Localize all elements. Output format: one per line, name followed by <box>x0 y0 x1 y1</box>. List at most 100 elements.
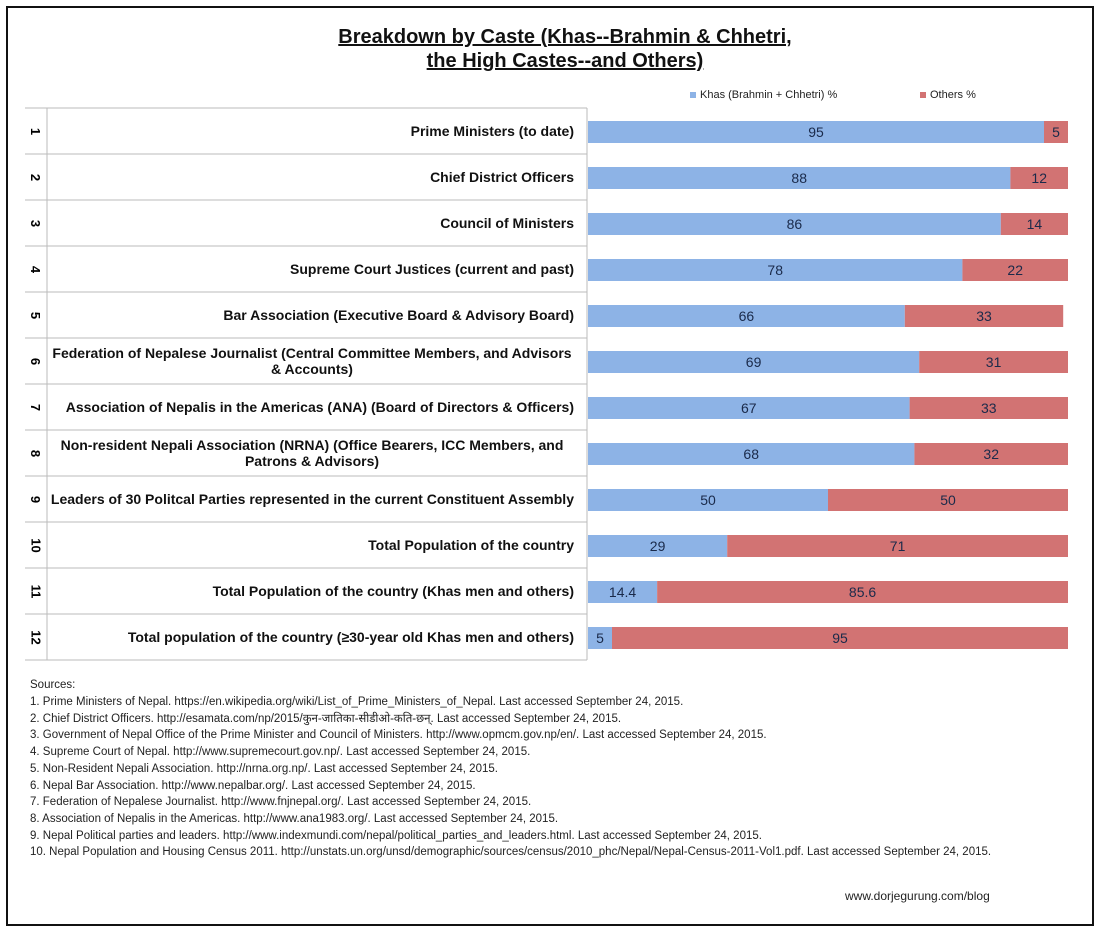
source-item: 9. Nepal Political parties and leaders. … <box>30 829 762 842</box>
legend-item: Others % <box>920 89 976 101</box>
category-label: Bar Association (Executive Board & Advis… <box>50 292 574 338</box>
bar-segment <box>1000 213 1068 235</box>
category-label-text: Leaders of 30 Politcal Parties represent… <box>50 491 574 507</box>
bar-segment <box>588 489 828 511</box>
row-number-text: 5 <box>28 311 44 319</box>
category-label: Supreme Court Justices (current and past… <box>50 246 574 292</box>
source-item: 6. Nepal Bar Association. http://www.nep… <box>30 779 476 792</box>
category-label-text: Non-resident Nepali Association (NRNA) (… <box>60 437 564 469</box>
category-label-text: Bar Association (Executive Board & Advis… <box>223 307 574 323</box>
value-label: 31 <box>986 354 1002 370</box>
row-number-text: 12 <box>28 629 44 645</box>
row-number-text: 2 <box>28 173 44 181</box>
bar-segment <box>962 259 1068 281</box>
row-number: 12 <box>25 614 47 660</box>
bar-segment <box>828 489 1068 511</box>
bar-segment <box>588 259 963 281</box>
legend-label: Khas (Brahmin + Chhetri) % <box>700 89 838 101</box>
category-label: Prime Ministers (to date) <box>50 108 574 154</box>
bar-segment <box>727 535 1068 557</box>
bar-segment <box>1010 167 1068 189</box>
value-label: 88 <box>791 170 807 186</box>
source-item: 7. Federation of Nepalese Journalist. ht… <box>30 796 532 809</box>
value-label: 5 <box>1052 124 1060 140</box>
value-label: 95 <box>832 630 848 646</box>
row-number-text: 9 <box>28 495 44 503</box>
value-label: 71 <box>890 538 906 554</box>
frame <box>6 6 1094 926</box>
bar-segment <box>588 213 1001 235</box>
category-label: Association of Nepalis in the Americas (… <box>50 384 574 430</box>
value-label: 12 <box>1031 170 1047 186</box>
source-item: 2. Chief District Officers. http://esama… <box>30 712 622 725</box>
value-label: 86 <box>787 216 803 232</box>
source-item: 3. Government of Nepal Office of the Pri… <box>30 729 767 742</box>
value-label: 50 <box>700 492 716 508</box>
value-label: 14 <box>1027 216 1043 232</box>
value-label: 66 <box>739 308 755 324</box>
category-label: Federation of Nepalese Journalist (Centr… <box>50 338 574 384</box>
value-label: 68 <box>743 446 759 462</box>
bar-segment <box>588 535 728 557</box>
row-number: 8 <box>25 430 47 476</box>
legend-item: Khas (Brahmin + Chhetri) % <box>690 89 837 101</box>
bar-segment <box>588 581 658 603</box>
category-label-text: Prime Ministers (to date) <box>410 123 574 139</box>
row-number-text: 10 <box>28 537 44 553</box>
value-label: 67 <box>741 400 757 416</box>
legend-label: Others % <box>930 89 976 101</box>
chart-title: Breakdown by Caste (Khas--Brahmin & Chhe… <box>338 26 792 48</box>
row-number-text: 1 <box>28 127 44 135</box>
source-item: 8. Association of Nepalis in the America… <box>30 812 559 825</box>
value-label: 33 <box>976 308 992 324</box>
category-label: Leaders of 30 Politcal Parties represent… <box>50 476 574 522</box>
row-number: 2 <box>25 154 47 200</box>
category-label: Chief District Officers <box>50 154 574 200</box>
value-label: 85.6 <box>849 584 876 600</box>
sources-title: Sources: <box>30 679 76 691</box>
category-label: Council of Ministers <box>50 200 574 246</box>
bar-segment <box>588 351 920 373</box>
bar-segment <box>588 121 1044 143</box>
category-label-text: Chief District Officers <box>430 169 574 185</box>
category-label-text: Total Population of the country <box>368 537 574 553</box>
category-label: Non-resident Nepali Association (NRNA) (… <box>50 430 574 476</box>
value-label: 50 <box>940 492 956 508</box>
value-label: 33 <box>981 400 997 416</box>
row-number-text: 8 <box>28 449 44 457</box>
row-number: 4 <box>25 246 47 292</box>
chart-title: the High Castes--and Others) <box>426 50 704 72</box>
value-label: 78 <box>767 262 783 278</box>
footer: www.dorjegurung.com/blog <box>845 889 990 903</box>
bar-segment <box>909 397 1068 419</box>
source-item: 5. Non-Resident Nepali Association. http… <box>30 762 498 775</box>
value-label: 95 <box>808 124 824 140</box>
row-number-text: 6 <box>28 357 44 365</box>
value-label: 29 <box>650 538 666 554</box>
source-item: 10. Nepal Population and Housing Census … <box>30 846 992 859</box>
value-label: 22 <box>1007 262 1023 278</box>
bar-segment <box>919 351 1068 373</box>
category-label: Total Population of the country (Khas me… <box>50 568 574 614</box>
value-label: 5 <box>596 630 604 646</box>
legend-swatch <box>920 92 926 98</box>
source-item: 1. Prime Ministers of Nepal. https://en.… <box>30 696 684 708</box>
row-number-text: 4 <box>28 265 44 273</box>
category-label-text: Total Population of the country (Khas me… <box>212 583 574 599</box>
value-label: 14.4 <box>609 584 636 600</box>
category-label: Total Population of the country <box>50 522 574 568</box>
row-number: 5 <box>25 292 47 338</box>
row-number: 6 <box>25 338 47 384</box>
bar-segment <box>588 305 905 327</box>
row-number: 1 <box>25 108 47 154</box>
row-number-text: 11 <box>28 584 44 598</box>
value-label: 32 <box>983 446 999 462</box>
bar-segment <box>914 443 1068 465</box>
source-item: 4. Supreme Court of Nepal. http://www.su… <box>30 746 531 759</box>
category-label-text: Supreme Court Justices (current and past… <box>290 261 574 277</box>
category-label: Total population of the country (≥30-yea… <box>50 614 574 660</box>
category-label-text: Association of Nepalis in the Americas (… <box>65 399 574 415</box>
row-number-text: 7 <box>28 403 44 411</box>
